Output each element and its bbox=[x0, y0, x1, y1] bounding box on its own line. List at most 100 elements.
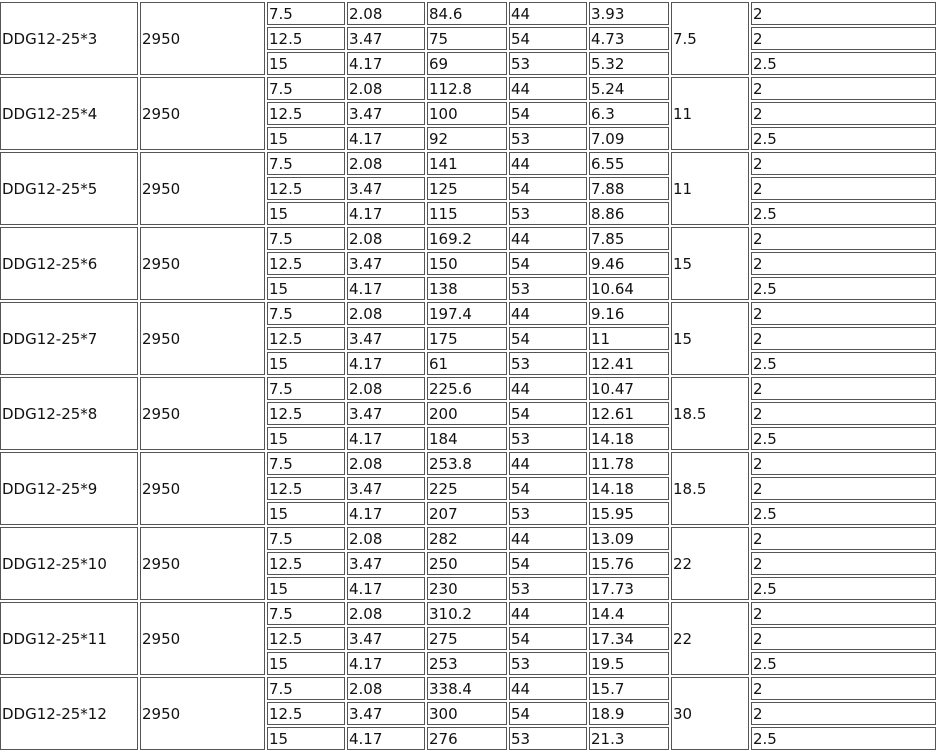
flow-ls-cell: 4.17 bbox=[347, 127, 425, 150]
npsh-cell: 2 bbox=[751, 102, 936, 125]
motor-power-cell: 15 bbox=[671, 302, 749, 375]
shaft-power-cell: 14.18 bbox=[589, 477, 669, 500]
flow-cell: 12.5 bbox=[267, 327, 345, 350]
head-cell: 225.6 bbox=[427, 377, 507, 400]
flow-cell: 7.5 bbox=[267, 302, 345, 325]
flow-ls-cell: 4.17 bbox=[347, 52, 425, 75]
head-cell: 75 bbox=[427, 27, 507, 50]
head-cell: 175 bbox=[427, 327, 507, 350]
flow-ls-cell: 2.08 bbox=[347, 2, 425, 25]
npsh-cell: 2 bbox=[751, 2, 936, 25]
flow-ls-cell: 3.47 bbox=[347, 702, 425, 725]
model-cell: DDG12-25*11 bbox=[0, 602, 138, 675]
table-row: 12.5 3.47 150 54 9.46 2 bbox=[0, 252, 936, 275]
table-row: 15 4.17 69 53 5.32 2.5 bbox=[0, 52, 936, 75]
table-row: DDG12-25*3 2950 7.5 2.08 84.6 44 3.93 7.5 2 bbox=[0, 2, 936, 75]
table-row: 15 4.17 92 53 7.09 2.5 bbox=[0, 127, 936, 150]
head-cell: 275 bbox=[427, 627, 507, 650]
npsh-cell: 2 bbox=[751, 252, 936, 275]
table-row: 15 4.17 253 53 19.5 2.5 bbox=[0, 652, 936, 675]
head-cell: 253.8 bbox=[427, 452, 507, 475]
shaft-power-cell: 8.86 bbox=[589, 202, 669, 225]
head-cell: 112.8 bbox=[427, 77, 507, 100]
flow-cell: 15 bbox=[267, 427, 345, 450]
flow-cell: 15 bbox=[267, 577, 345, 600]
efficiency-cell: 54 bbox=[509, 327, 587, 350]
flow-cell: 12.5 bbox=[267, 402, 345, 425]
efficiency-cell: 53 bbox=[509, 502, 587, 525]
table-row: 15 4.17 184 53 14.18 2.5 bbox=[0, 427, 936, 450]
head-cell: 230 bbox=[427, 577, 507, 600]
npsh-cell: 2.5 bbox=[751, 127, 936, 150]
efficiency-cell: 44 bbox=[509, 377, 587, 400]
npsh-cell: 2 bbox=[751, 27, 936, 50]
table-row: 12.5 3.47 300 54 18.9 2 bbox=[0, 702, 936, 725]
efficiency-cell: 54 bbox=[509, 252, 587, 275]
flow-ls-cell: 3.47 bbox=[347, 102, 425, 125]
motor-power-cell: 15 bbox=[671, 227, 749, 300]
shaft-power-cell: 10.64 bbox=[589, 277, 669, 300]
npsh-cell: 2 bbox=[751, 402, 936, 425]
shaft-power-cell: 17.34 bbox=[589, 627, 669, 650]
flow-cell: 15 bbox=[267, 727, 345, 750]
flow-cell: 12.5 bbox=[267, 702, 345, 725]
npsh-cell: 2.5 bbox=[751, 202, 936, 225]
flow-cell: 15 bbox=[267, 127, 345, 150]
flow-ls-cell: 2.08 bbox=[347, 377, 425, 400]
efficiency-cell: 54 bbox=[509, 702, 587, 725]
npsh-cell: 2.5 bbox=[751, 502, 936, 525]
flow-cell: 7.5 bbox=[267, 527, 345, 550]
table-row: 15 4.17 138 53 10.64 2.5 bbox=[0, 277, 936, 300]
efficiency-cell: 53 bbox=[509, 202, 587, 225]
flow-cell: 12.5 bbox=[267, 27, 345, 50]
model-cell: DDG12-25*8 bbox=[0, 377, 138, 450]
shaft-power-cell: 7.88 bbox=[589, 177, 669, 200]
head-cell: 169.2 bbox=[427, 227, 507, 250]
shaft-power-cell: 21.3 bbox=[589, 727, 669, 750]
efficiency-cell: 44 bbox=[509, 527, 587, 550]
speed-cell: 2950 bbox=[140, 527, 265, 600]
npsh-cell: 2 bbox=[751, 677, 936, 700]
shaft-power-cell: 3.93 bbox=[589, 2, 669, 25]
flow-ls-cell: 2.08 bbox=[347, 677, 425, 700]
flow-ls-cell: 3.47 bbox=[347, 477, 425, 500]
npsh-cell: 2 bbox=[751, 627, 936, 650]
model-cell: DDG12-25*7 bbox=[0, 302, 138, 375]
flow-ls-cell: 4.17 bbox=[347, 352, 425, 375]
head-cell: 300 bbox=[427, 702, 507, 725]
head-cell: 282 bbox=[427, 527, 507, 550]
flow-cell: 7.5 bbox=[267, 227, 345, 250]
table-row: 15 4.17 61 53 12.41 2.5 bbox=[0, 352, 936, 375]
model-cell: DDG12-25*4 bbox=[0, 77, 138, 150]
efficiency-cell: 54 bbox=[509, 552, 587, 575]
npsh-cell: 2 bbox=[751, 377, 936, 400]
motor-power-cell: 7.5 bbox=[671, 2, 749, 75]
shaft-power-cell: 7.09 bbox=[589, 127, 669, 150]
model-cell: DDG12-25*6 bbox=[0, 227, 138, 300]
flow-ls-cell: 3.47 bbox=[347, 627, 425, 650]
motor-power-cell: 11 bbox=[671, 77, 749, 150]
table-row: 12.5 3.47 75 54 4.73 2 bbox=[0, 27, 936, 50]
shaft-power-cell: 11.78 bbox=[589, 452, 669, 475]
npsh-cell: 2 bbox=[751, 152, 936, 175]
shaft-power-cell: 14.18 bbox=[589, 427, 669, 450]
motor-power-cell: 11 bbox=[671, 152, 749, 225]
npsh-cell: 2 bbox=[751, 177, 936, 200]
speed-cell: 2950 bbox=[140, 77, 265, 150]
model-cell: DDG12-25*12 bbox=[0, 677, 138, 750]
efficiency-cell: 44 bbox=[509, 227, 587, 250]
shaft-power-cell: 12.61 bbox=[589, 402, 669, 425]
efficiency-cell: 53 bbox=[509, 277, 587, 300]
efficiency-cell: 54 bbox=[509, 27, 587, 50]
speed-cell: 2950 bbox=[140, 2, 265, 75]
flow-ls-cell: 4.17 bbox=[347, 202, 425, 225]
table-row: DDG12-25*9 2950 7.5 2.08 253.8 44 11.78 18.5 2 bbox=[0, 452, 936, 525]
motor-power-cell: 22 bbox=[671, 602, 749, 675]
flow-ls-cell: 2.08 bbox=[347, 527, 425, 550]
flow-ls-cell: 2.08 bbox=[347, 152, 425, 175]
shaft-power-cell: 17.73 bbox=[589, 577, 669, 600]
flow-cell: 15 bbox=[267, 277, 345, 300]
head-cell: 310.2 bbox=[427, 602, 507, 625]
npsh-cell: 2 bbox=[751, 552, 936, 575]
flow-ls-cell: 2.08 bbox=[347, 77, 425, 100]
